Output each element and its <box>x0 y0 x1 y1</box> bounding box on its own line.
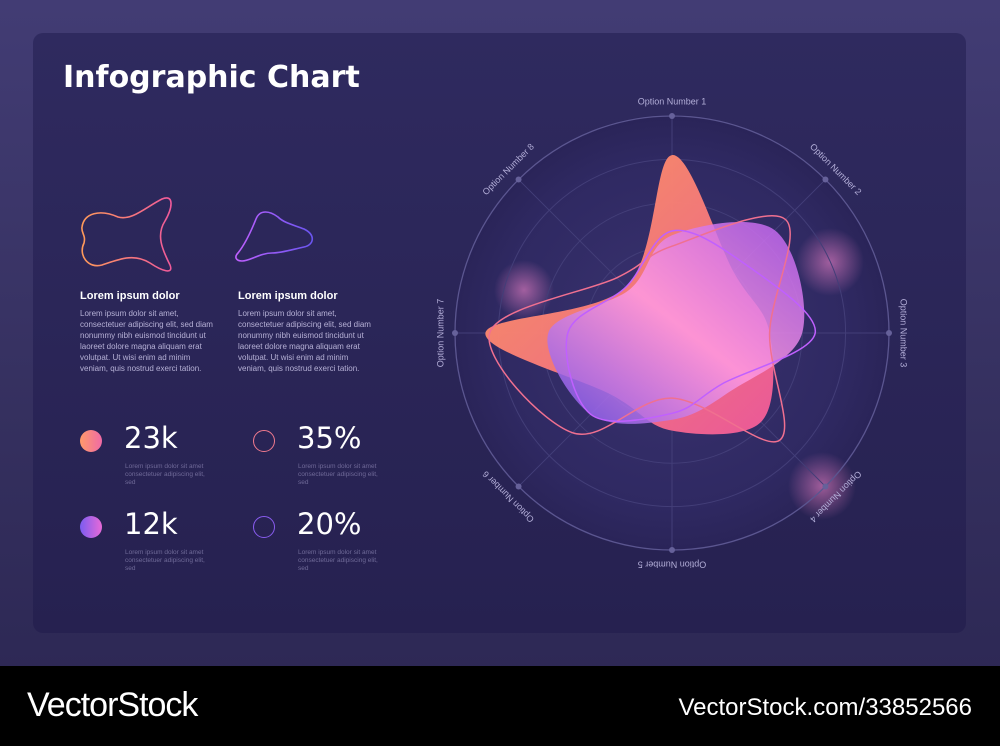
radar-axis-label: Option Number 5 <box>638 560 707 570</box>
stat-value: 35% <box>297 421 362 455</box>
stat-value: 20% <box>297 507 362 541</box>
radar-axis-dot <box>822 483 829 490</box>
radar-axis-dot <box>515 483 522 490</box>
stat-value: 12k <box>124 507 178 541</box>
image-reference: VectorStock.com/33852566 <box>678 694 972 721</box>
radar-axis-label: Option Number 7 <box>435 299 445 368</box>
radar-series-4 <box>565 229 816 422</box>
radar-series-group <box>485 155 816 443</box>
stat-dot-icon <box>80 516 102 538</box>
stat-value: 23k <box>124 421 178 455</box>
radar-axis-dot <box>886 330 892 336</box>
legend-shape-icons <box>81 197 314 272</box>
radar-axis-dot <box>452 330 458 336</box>
blob-outline-purple-icon <box>235 211 314 262</box>
legend-block-heading: Lorem ipsum dolor <box>238 290 338 302</box>
radar-axis-dot <box>669 547 675 553</box>
brand-logo: VectorStock <box>27 686 198 724</box>
radar-glow <box>788 452 856 520</box>
stat-caption: Lorem ipsum dolor sit amet consectetuer … <box>125 549 205 572</box>
radar-axis-dot <box>822 176 829 183</box>
legend-block-1: Lorem ipsum dolor Lorem ipsum dolor sit … <box>80 290 215 374</box>
stat-ring-icon <box>253 430 275 452</box>
radar-axis-label: Option Number 1 <box>638 96 707 106</box>
radar-axis-dot <box>669 113 675 119</box>
radar-series-2 <box>547 222 805 424</box>
stat-dot-icon <box>80 430 102 452</box>
legend-block-text: Lorem ipsum dolor sit amet, consectetuer… <box>238 309 371 373</box>
stat-caption: Lorem ipsum dolor sit amet consectetuer … <box>298 463 378 486</box>
legend-block-2: Lorem ipsum dolor Lorem ipsum dolor sit … <box>238 290 373 374</box>
legend-block-text: Lorem ipsum dolor sit amet, consectetuer… <box>80 309 213 373</box>
stat-ring-icon <box>253 516 275 538</box>
radar-axis-label: Option Number 3 <box>899 299 909 368</box>
legend-block-heading: Lorem ipsum dolor <box>80 290 180 302</box>
page-title: Infographic Chart <box>63 60 360 95</box>
radar-glow <box>494 260 554 320</box>
radar-axis-dot <box>515 176 522 183</box>
blob-outline-orange-icon <box>81 197 172 272</box>
radar-series-3 <box>488 215 791 443</box>
stat-caption: Lorem ipsum dolor sit amet consectetuer … <box>298 549 378 572</box>
footer-bar: VectorStock VectorStock.com/33852566 <box>0 666 1000 746</box>
stat-caption: Lorem ipsum dolor sit amet consectetuer … <box>125 463 205 486</box>
